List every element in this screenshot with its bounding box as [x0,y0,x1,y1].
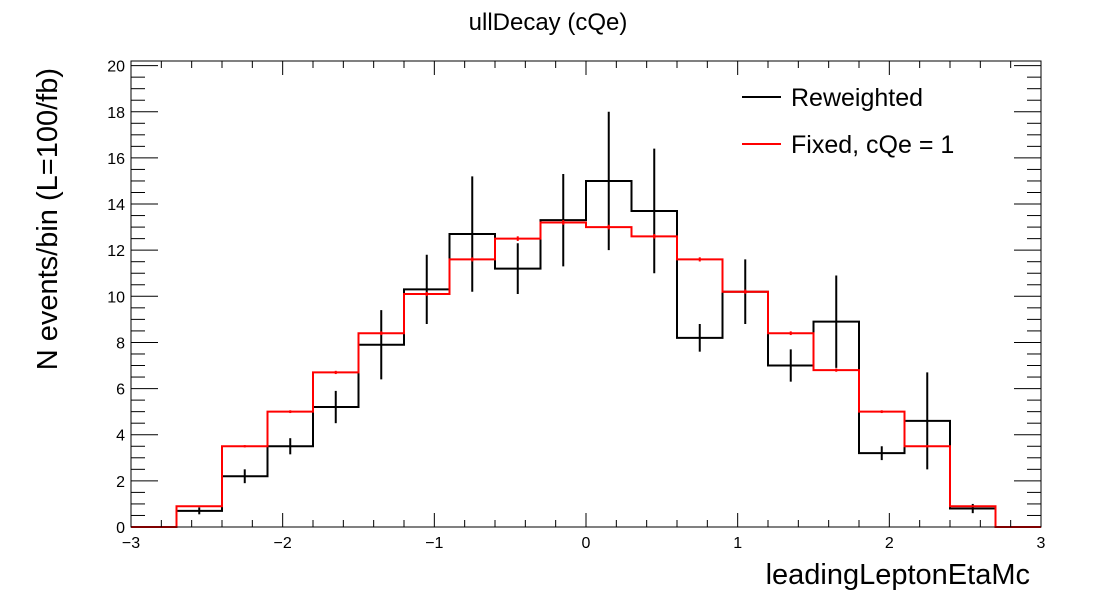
y-axis-label: N events/bin (L=100/fb) [32,68,64,370]
x-tick-label: −1 [425,535,443,552]
x-tick-label: 3 [1037,535,1046,552]
y-tick-label: 18 [107,105,125,122]
x-tick-label: −2 [274,535,292,552]
y-tick-label: 0 [116,520,125,537]
y-tick-label: 16 [107,151,125,168]
histogram-line [131,179,1041,528]
y-tick-label: 2 [116,474,125,491]
y-tick-label: 6 [116,382,125,399]
y-tick-label: 4 [116,428,125,445]
x-tick-label: 1 [733,535,742,552]
x-tick-label: 0 [582,535,591,552]
y-tick-label: 10 [107,289,125,306]
legend-label: Fixed, cQe = 1 [791,131,954,159]
series-reweighted [131,111,1041,528]
x-tick-label: −3 [122,535,140,552]
series-fixed [131,220,1041,528]
legend: Reweighted Fixed, cQe = 1 [742,84,954,159]
series-layer [131,111,1041,528]
legend-label: Reweighted [791,84,923,112]
x-tick-label: 2 [885,535,894,552]
y-tick-label: 20 [107,59,125,76]
chart-title: ullDecay (cQe) [469,9,628,36]
x-axis-label: leadingLeptonEtaMc [766,559,1030,591]
histogram-line [131,221,1041,528]
y-tick-label: 8 [116,335,125,352]
y-tick-label: 12 [107,243,125,260]
y-tick-label: 14 [107,197,125,214]
